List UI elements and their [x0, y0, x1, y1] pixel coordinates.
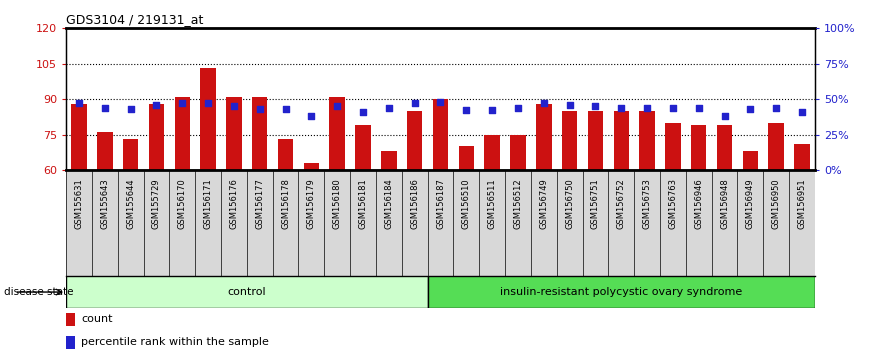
Text: GSM156753: GSM156753: [642, 178, 652, 229]
Text: GSM156186: GSM156186: [411, 178, 419, 229]
Point: [666, 105, 680, 110]
Bar: [149, 104, 164, 170]
Point: [563, 102, 577, 108]
Bar: [381, 151, 396, 170]
Bar: [427, 276, 815, 308]
Bar: [66, 313, 76, 326]
Point: [589, 103, 603, 109]
Text: GDS3104 / 219131_at: GDS3104 / 219131_at: [66, 13, 204, 26]
Bar: [407, 111, 422, 170]
Bar: [588, 111, 603, 170]
Bar: [97, 132, 113, 170]
Bar: [459, 146, 474, 170]
Point: [537, 101, 551, 106]
Point: [253, 106, 267, 112]
Bar: [485, 135, 500, 170]
Bar: [510, 135, 526, 170]
Text: GSM156951: GSM156951: [797, 178, 806, 229]
Point: [150, 102, 164, 108]
Point: [744, 106, 758, 112]
Point: [640, 105, 654, 110]
Text: GSM155643: GSM155643: [100, 178, 109, 229]
Text: GSM156751: GSM156751: [591, 178, 600, 229]
Text: GSM156950: GSM156950: [772, 178, 781, 229]
Point: [459, 108, 473, 113]
Point: [278, 106, 292, 112]
Text: GSM156510: GSM156510: [462, 178, 470, 229]
Text: count: count: [81, 314, 113, 325]
Point: [769, 105, 783, 110]
Text: percentile rank within the sample: percentile rank within the sample: [81, 337, 269, 348]
Bar: [640, 111, 655, 170]
Point: [201, 101, 215, 106]
Text: GSM156180: GSM156180: [333, 178, 342, 229]
Point: [98, 105, 112, 110]
Bar: [613, 111, 629, 170]
Bar: [329, 97, 345, 170]
Bar: [795, 144, 810, 170]
Bar: [717, 125, 732, 170]
Text: GSM156179: GSM156179: [307, 178, 316, 229]
Bar: [768, 123, 784, 170]
Bar: [278, 139, 293, 170]
Point: [511, 105, 525, 110]
Point: [614, 105, 628, 110]
Bar: [226, 97, 241, 170]
Text: GSM156946: GSM156946: [694, 178, 703, 229]
Text: GSM155729: GSM155729: [152, 178, 161, 229]
Bar: [536, 104, 552, 170]
Text: GSM156171: GSM156171: [204, 178, 212, 229]
Point: [717, 113, 731, 119]
Bar: [562, 111, 577, 170]
Bar: [122, 139, 138, 170]
Text: GSM156763: GSM156763: [669, 178, 677, 229]
Text: GSM155644: GSM155644: [126, 178, 135, 229]
Bar: [691, 125, 707, 170]
Text: GSM155631: GSM155631: [75, 178, 84, 229]
Text: GSM156170: GSM156170: [178, 178, 187, 229]
Text: GSM156750: GSM156750: [565, 178, 574, 229]
Text: GSM156511: GSM156511: [488, 178, 497, 229]
Point: [304, 113, 318, 119]
Point: [123, 106, 137, 112]
Point: [485, 108, 500, 113]
Point: [795, 109, 809, 115]
Bar: [66, 276, 427, 308]
Text: GSM156178: GSM156178: [281, 178, 290, 229]
Text: GSM156749: GSM156749: [539, 178, 548, 229]
Bar: [304, 163, 319, 170]
Point: [175, 101, 189, 106]
Bar: [252, 97, 268, 170]
Bar: [433, 99, 448, 170]
Text: disease state: disease state: [4, 287, 74, 297]
Text: GSM156187: GSM156187: [436, 178, 445, 229]
Text: GSM156184: GSM156184: [384, 178, 393, 229]
Text: GSM156177: GSM156177: [255, 178, 264, 229]
Point: [227, 103, 241, 109]
Bar: [66, 336, 76, 349]
Point: [433, 99, 448, 105]
Text: GSM156948: GSM156948: [720, 178, 729, 229]
Point: [356, 109, 370, 115]
Text: GSM156512: GSM156512: [514, 178, 522, 229]
Point: [692, 105, 706, 110]
Point: [408, 101, 422, 106]
Bar: [665, 123, 681, 170]
Bar: [174, 97, 190, 170]
Text: GSM156752: GSM156752: [617, 178, 626, 229]
Text: GSM156949: GSM156949: [746, 178, 755, 229]
Text: GSM156181: GSM156181: [359, 178, 367, 229]
Bar: [200, 68, 216, 170]
Point: [330, 103, 344, 109]
Text: insulin-resistant polycystic ovary syndrome: insulin-resistant polycystic ovary syndr…: [500, 287, 743, 297]
Bar: [71, 104, 86, 170]
Text: GSM156176: GSM156176: [229, 178, 239, 229]
Point: [72, 101, 86, 106]
Bar: [743, 151, 759, 170]
Text: control: control: [227, 287, 266, 297]
Point: [381, 105, 396, 110]
Bar: [355, 125, 371, 170]
